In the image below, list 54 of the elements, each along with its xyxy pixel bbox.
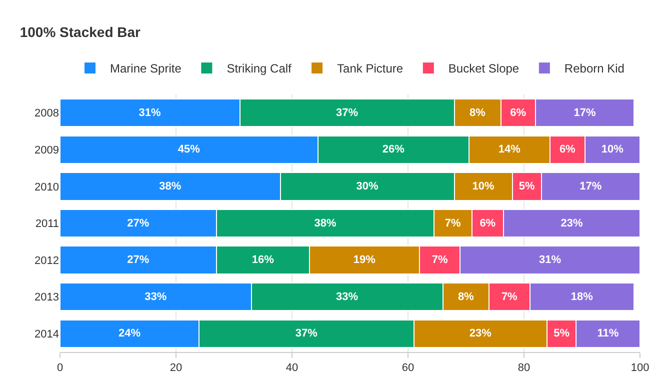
data-label: 8% [458,290,474,303]
data-label: 10% [601,144,624,156]
x-tick-label: 60 [402,362,414,374]
legend-label: Striking Calf [226,62,292,76]
data-label: 5% [518,180,535,192]
data-label: 37% [336,106,358,119]
data-label: 7% [432,254,448,266]
legend-label: Marine Sprite [110,62,182,76]
y-tick-label: 2008 [34,108,59,120]
data-label: 5% [554,328,570,340]
data-label: 19% [353,254,376,266]
data-label: 7% [501,290,518,303]
data-label: 16% [252,254,274,266]
data-label: 6% [559,144,576,156]
y-tick-label: 2012 [34,254,59,267]
data-label: 7% [444,217,462,230]
data-label: 31% [538,254,562,266]
legend-label: Bucket Slope [448,62,520,76]
data-label: 10% [472,180,495,192]
data-label: 17% [580,180,602,192]
y-tick-label: 2014 [34,328,59,340]
data-label: 37% [295,328,318,340]
x-tick-label: 20 [170,362,182,374]
data-label: 33% [144,290,167,303]
data-label: 30% [356,180,379,192]
data-label: 14% [498,144,521,156]
legend-label: Tank Picture [337,62,404,76]
data-label: 23% [469,328,492,340]
x-tick-label: 100 [630,362,650,374]
x-tick-label: 80 [518,362,530,374]
data-label: 26% [382,144,405,156]
y-tick-label: 2009 [34,144,59,157]
data-label: 27% [127,217,150,230]
legend-label: Reborn Kid [564,62,624,76]
data-label: 31% [138,106,162,119]
data-label: 6% [510,106,526,119]
data-label: 33% [336,290,358,303]
data-label: 38% [314,217,336,230]
data-label: 18% [570,290,594,303]
chart-title: 100% Stacked Bar [20,24,142,40]
data-label: 24% [118,328,141,340]
y-tick-label: 2011 [35,218,59,230]
data-label: 23% [560,217,583,230]
data-label: 17% [574,106,596,119]
y-tick-label: 2013 [34,292,59,304]
x-tick-label: 0 [56,362,64,374]
data-label: 27% [127,254,150,266]
data-label: 38% [159,180,182,192]
data-label: 6% [480,217,496,230]
data-label: 45% [178,144,200,156]
x-tick-label: 40 [286,362,298,374]
y-tick-label: 2010 [34,181,59,194]
data-label: 8% [470,106,486,119]
data-label: 11% [597,328,619,340]
